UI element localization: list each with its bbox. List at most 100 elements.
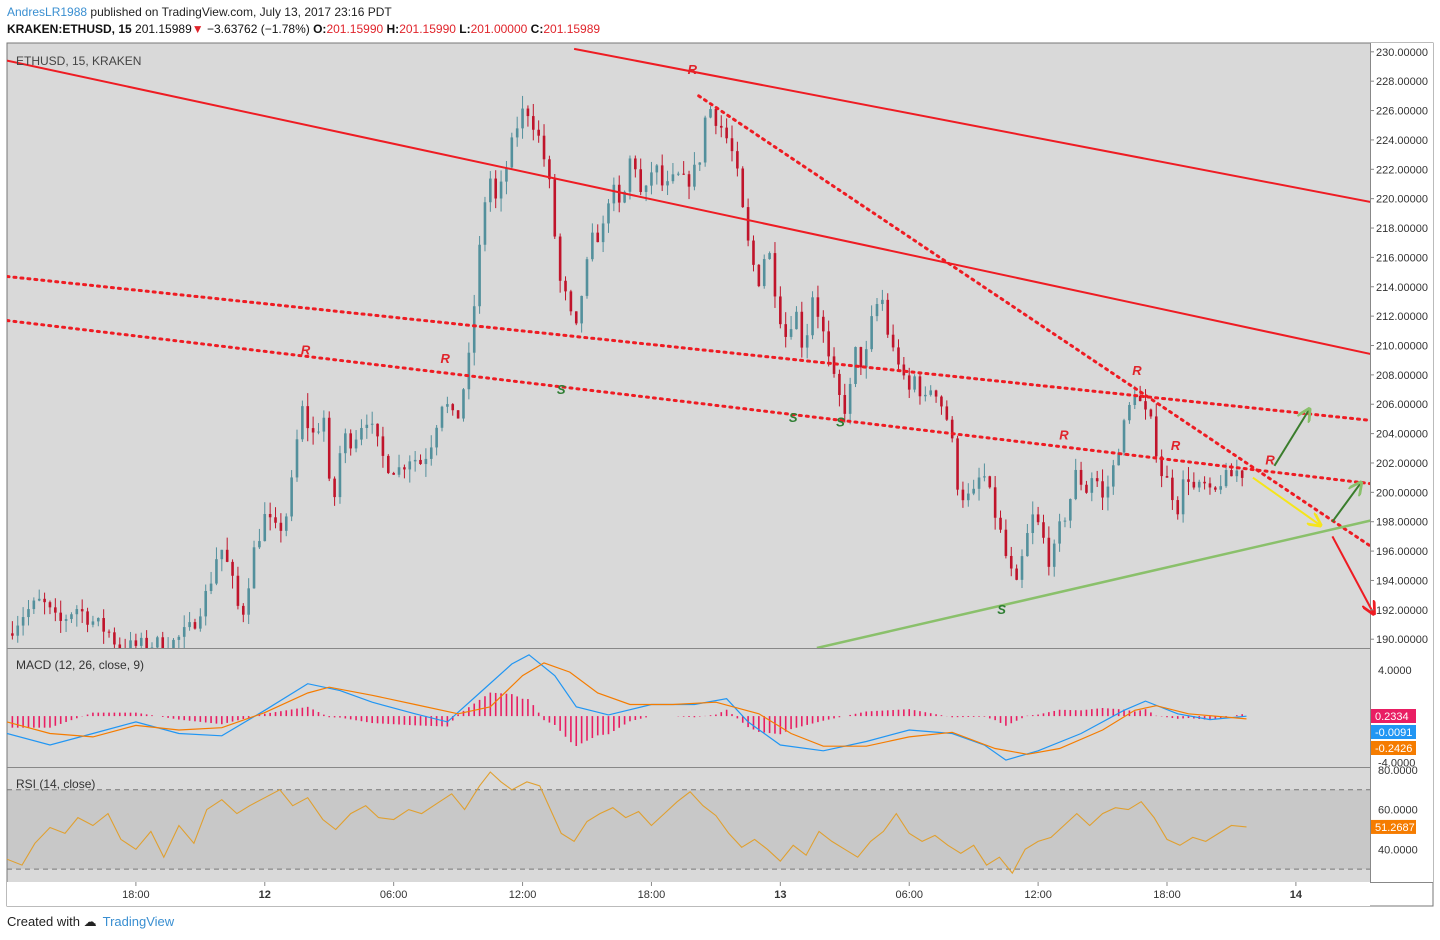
candle xyxy=(424,458,428,465)
candle xyxy=(553,179,557,237)
candle xyxy=(489,178,492,203)
down-arrow-icon: ▼ xyxy=(191,22,204,36)
candle xyxy=(881,299,884,305)
price-tick-label: 200.00000 xyxy=(1376,487,1428,499)
candle xyxy=(1197,481,1201,488)
candle xyxy=(773,253,777,297)
publish-info: AndresLR1988 published on TradingView.co… xyxy=(7,5,392,19)
low-value: 201.00000 xyxy=(470,22,528,36)
candle xyxy=(671,174,675,182)
price-tick-label: 208.00000 xyxy=(1376,370,1428,382)
price-tick-label: 228.00000 xyxy=(1376,76,1428,88)
green-arrow xyxy=(1273,410,1308,467)
candle xyxy=(542,135,546,160)
candle xyxy=(703,117,707,163)
candle xyxy=(644,185,648,192)
candle xyxy=(891,334,895,348)
candle xyxy=(150,647,154,648)
candle xyxy=(510,137,514,168)
candle xyxy=(220,549,224,560)
support-label: S xyxy=(789,410,798,425)
candle xyxy=(32,600,36,610)
candle xyxy=(730,138,734,152)
price-tick-label: 230.00000 xyxy=(1376,47,1428,59)
candle xyxy=(268,513,272,518)
candle xyxy=(145,637,148,648)
tradingview-brand[interactable]: TradingView xyxy=(102,914,175,929)
candle xyxy=(1074,469,1078,500)
candle xyxy=(945,406,949,420)
price-tick-label: 218.00000 xyxy=(1376,223,1428,235)
author-link[interactable]: AndresLR1988 xyxy=(7,5,88,19)
candle xyxy=(311,428,315,433)
candle xyxy=(886,299,890,335)
candle xyxy=(91,621,95,625)
candle xyxy=(204,590,208,617)
candle xyxy=(929,390,933,395)
candle xyxy=(1192,481,1196,488)
candle xyxy=(1208,483,1212,488)
candle xyxy=(972,488,975,494)
price-pane xyxy=(7,43,1370,648)
candle xyxy=(988,476,992,488)
candle xyxy=(875,304,879,317)
price-pane-title: ETHUSD, 15, KRAKEN xyxy=(16,54,141,68)
candle xyxy=(816,297,820,317)
candle xyxy=(483,202,487,245)
trend-lines xyxy=(7,47,1370,648)
support-label: S xyxy=(557,382,566,397)
candle xyxy=(741,168,745,208)
support-label: S xyxy=(997,602,1006,617)
candle xyxy=(317,431,320,433)
publish-text: published on TradingView.com, July 13, 2… xyxy=(90,5,392,19)
candle xyxy=(392,472,395,475)
candle xyxy=(1058,521,1061,544)
candle xyxy=(301,406,304,440)
candle xyxy=(784,324,788,337)
price-tick-label: 204.00000 xyxy=(1376,429,1428,441)
candle xyxy=(446,404,449,407)
candle xyxy=(757,264,761,287)
macd-tick-label: 4.0000 xyxy=(1378,665,1412,677)
macd-value-label: -0.2426 xyxy=(1375,743,1412,755)
candle xyxy=(1009,555,1013,569)
candle xyxy=(601,223,605,243)
candle xyxy=(693,164,696,187)
candle xyxy=(628,158,632,192)
candle xyxy=(585,259,589,296)
macd-plot xyxy=(7,654,1247,761)
macd-pane-title: MACD (12, 26, close, 9) xyxy=(16,658,144,672)
candle xyxy=(403,467,406,470)
candle xyxy=(1181,479,1185,515)
candle xyxy=(918,376,922,397)
candle xyxy=(1176,500,1180,515)
resistance-label: R xyxy=(688,62,698,77)
macd-value-tag xyxy=(1371,709,1416,723)
candle xyxy=(295,439,299,478)
candle xyxy=(322,417,326,432)
candle xyxy=(376,423,379,437)
candle xyxy=(75,609,79,615)
candle xyxy=(429,447,433,459)
dotted-trendline xyxy=(7,319,1370,486)
price-tick-label: 212.00000 xyxy=(1376,311,1428,323)
candle xyxy=(1085,484,1088,493)
candle xyxy=(193,622,197,629)
candle xyxy=(1144,401,1147,410)
candle xyxy=(666,181,669,186)
candle xyxy=(617,184,621,203)
candle xyxy=(11,633,14,636)
candle xyxy=(354,439,358,449)
candle xyxy=(274,517,277,523)
candle xyxy=(639,169,643,192)
close-value: 201.15989 xyxy=(543,22,601,36)
candle xyxy=(306,406,310,429)
price-tick-label: 224.00000 xyxy=(1376,135,1428,147)
candle xyxy=(1149,409,1153,417)
price-tick-label: 226.00000 xyxy=(1376,106,1428,118)
candle xyxy=(215,559,218,584)
channel-line xyxy=(7,59,1370,355)
price-tick-label: 194.00000 xyxy=(1376,575,1428,587)
candle xyxy=(800,311,804,348)
